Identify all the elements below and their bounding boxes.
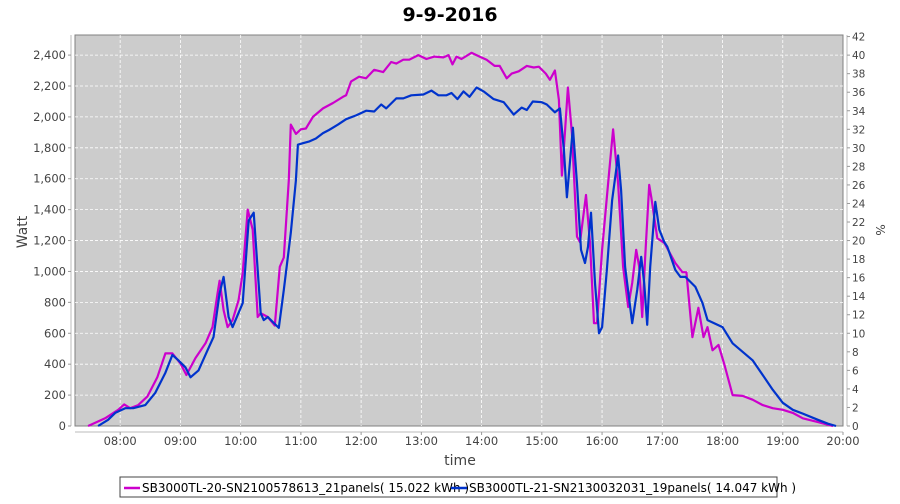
- x-tick-label: 11:00: [284, 434, 317, 448]
- y-tick-label: 1,400: [33, 203, 66, 217]
- y-tick-label: 1,200: [33, 234, 66, 248]
- y2-tick-label: 2: [852, 402, 859, 414]
- y-tick-label: 1,600: [33, 172, 66, 186]
- y-tick-label: 2,000: [33, 110, 66, 124]
- y2-tick-label: 0: [852, 421, 859, 433]
- y2-tick-label: 8: [852, 347, 859, 359]
- x-tick-label: 20:00: [826, 434, 859, 448]
- y-tick-label: 1,800: [33, 141, 66, 155]
- y2-tick-label: 14: [852, 291, 866, 303]
- y-axis-label: Watt: [15, 215, 31, 248]
- gridlines: [75, 35, 843, 426]
- y2-tick-label: 20: [852, 236, 865, 248]
- y2-tick-label: 34: [852, 106, 866, 118]
- y-tick-label: 1,000: [33, 264, 66, 278]
- y2-tick-label: 42: [852, 32, 865, 44]
- x-tick-label: 12:00: [345, 434, 378, 448]
- y2-axis-label: %: [873, 224, 887, 235]
- series-lines: [87, 51, 837, 428]
- chart-title: 9-9-2016: [402, 4, 497, 26]
- y2-tick-label: 16: [852, 273, 866, 285]
- x-tick-label: 18:00: [706, 434, 739, 448]
- y2-tick-label: 4: [852, 384, 859, 396]
- x-tick-label: 10:00: [224, 434, 257, 448]
- y2-tick-label: 18: [852, 254, 865, 266]
- legend-label-series-1: SB3000TL-20-SN2100578613_21panels( 15.02…: [142, 481, 469, 495]
- y2-tick-label: 26: [852, 180, 866, 192]
- y2-tick-label: 40: [852, 50, 865, 62]
- x-tick-label: 14:00: [465, 434, 498, 448]
- x-axis: 08:00 09:00 10:00 11:00 12:00 13:00 14:00 15:00…: [75, 431, 860, 448]
- x-tick-label: 15:00: [525, 434, 558, 448]
- y2-tick-label: 12: [852, 310, 865, 322]
- y-tick-label: 800: [44, 295, 66, 309]
- y-tick-label: 600: [44, 326, 66, 340]
- y2-tick-label: 36: [852, 87, 866, 99]
- y-tick-label: 400: [44, 357, 66, 371]
- y-axis: 0 200 400 600 800 1,000 1,200 1,400 1,600 1,800 2,…: [33, 35, 72, 433]
- y2-tick-label: 30: [852, 143, 865, 155]
- legend-label-series-2: SB3000TL-21-SN2130032031_19panels( 14.04…: [469, 481, 796, 495]
- y2-tick-label: 28: [852, 161, 865, 173]
- x-tick-label: 08:00: [104, 434, 137, 448]
- x-axis-label: time: [444, 453, 476, 469]
- y2-tick-label: 24: [852, 198, 866, 210]
- y2-tick-label: 6: [852, 365, 859, 377]
- y-tick-label: 2,400: [33, 48, 66, 62]
- y-tick-label: 2,200: [33, 79, 66, 93]
- x-tick-label: 19:00: [766, 434, 799, 448]
- y2-tick-label: 10: [852, 328, 865, 340]
- y2-tick-label: 32: [852, 124, 865, 136]
- x-tick-label: 17:00: [646, 434, 679, 448]
- x-tick-label: 13:00: [405, 434, 438, 448]
- y-tick-label: 200: [44, 388, 66, 402]
- y-tick-label: 0: [59, 419, 66, 433]
- x-tick-label: 16:00: [585, 434, 618, 448]
- legend: SB3000TL-20-SN2100578613_21panels( 15.02…: [119, 476, 796, 498]
- y2-tick-label: 22: [852, 217, 865, 229]
- series-line-2: [97, 86, 837, 428]
- x-tick-label: 09:00: [164, 434, 197, 448]
- y2-tick-label: 38: [852, 69, 865, 81]
